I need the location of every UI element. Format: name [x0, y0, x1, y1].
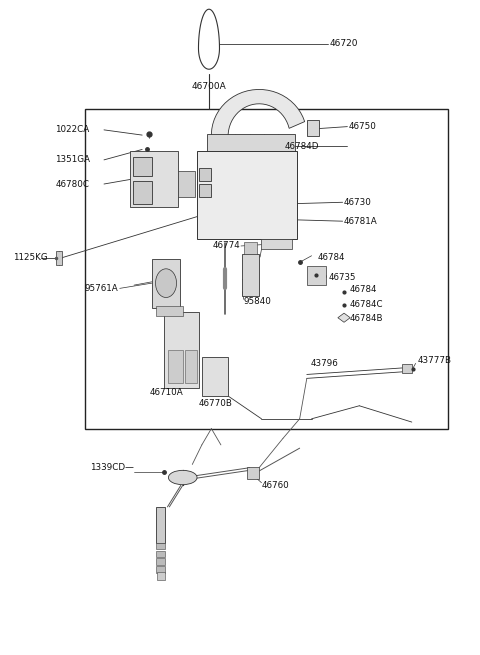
Bar — [132, 181, 152, 204]
Bar — [247, 467, 259, 479]
Bar — [168, 350, 183, 383]
Bar — [262, 240, 292, 250]
Text: 43796: 43796 — [311, 359, 338, 368]
Bar — [156, 566, 165, 572]
Bar — [199, 184, 211, 197]
Bar — [156, 551, 165, 557]
Bar — [185, 350, 197, 383]
Bar — [132, 157, 152, 176]
Bar — [156, 306, 183, 316]
Bar — [307, 265, 326, 285]
Bar — [242, 253, 259, 296]
Text: 46735: 46735 — [328, 272, 356, 282]
Text: 95840: 95840 — [244, 297, 272, 306]
Text: 46780C: 46780C — [56, 179, 90, 189]
Bar — [244, 242, 257, 253]
Text: 46784C: 46784C — [350, 300, 383, 309]
Text: 1339CD—: 1339CD— — [90, 463, 134, 472]
Bar — [202, 357, 228, 396]
Bar — [152, 259, 180, 308]
Bar — [130, 151, 178, 207]
Text: 46774: 46774 — [212, 242, 240, 250]
Circle shape — [156, 269, 177, 297]
Text: 46784B: 46784B — [350, 314, 383, 323]
Polygon shape — [199, 9, 219, 69]
Text: 46784: 46784 — [318, 253, 345, 262]
Text: 46770B: 46770B — [198, 400, 232, 408]
Polygon shape — [211, 90, 305, 149]
Text: 46710A: 46710A — [149, 388, 183, 397]
Bar — [199, 168, 211, 181]
Text: 1351GA: 1351GA — [55, 155, 90, 164]
Bar — [402, 364, 412, 373]
Text: 46784D: 46784D — [285, 141, 319, 151]
Text: 46700A: 46700A — [192, 82, 227, 90]
Bar — [156, 558, 165, 565]
Text: 46750: 46750 — [349, 122, 377, 131]
Bar — [206, 134, 295, 154]
Bar — [156, 543, 165, 550]
Text: 43777B: 43777B — [418, 356, 452, 365]
Text: 46730: 46730 — [344, 198, 372, 207]
Text: 46784: 46784 — [350, 285, 377, 294]
Bar — [156, 507, 165, 543]
Bar — [197, 151, 297, 240]
Ellipse shape — [168, 470, 197, 485]
Text: 46760: 46760 — [262, 481, 289, 490]
Bar — [157, 572, 165, 580]
Text: 95761A: 95761A — [84, 284, 118, 293]
Text: 1022CA: 1022CA — [55, 125, 90, 134]
Bar — [307, 120, 319, 136]
Bar — [164, 312, 199, 388]
Bar — [56, 251, 62, 265]
Bar — [85, 109, 447, 428]
Text: 46720: 46720 — [329, 39, 358, 48]
Text: 1125KG: 1125KG — [13, 253, 48, 262]
Text: 46781A: 46781A — [344, 217, 378, 226]
Bar — [178, 171, 195, 197]
Polygon shape — [338, 313, 350, 322]
